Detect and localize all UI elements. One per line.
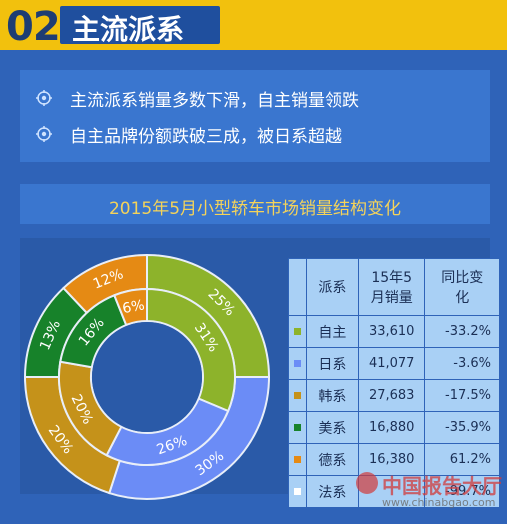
table-header-swatch [288, 258, 307, 316]
inner-slice-0 [146, 287, 236, 413]
row-name: 法系 [305, 475, 360, 508]
legend-swatch [288, 315, 307, 348]
legend-swatch [288, 475, 307, 508]
table-header-row: 派系 15年5月销量 同比变化 [288, 258, 500, 316]
row-sales: 41,077 [357, 347, 426, 380]
legend-swatch [288, 411, 307, 444]
row-name: 日系 [305, 347, 360, 380]
chart-title-box: 2015年5月小型轿车市场销量结构变化 [20, 184, 490, 224]
legend-swatch [288, 347, 307, 380]
table-header-sales: 15年5月销量 [357, 258, 426, 316]
inner-slice-4 [112, 287, 148, 327]
section-title-box [60, 6, 220, 44]
table-row: 日系 41,077 -3.6% [288, 347, 500, 380]
row-change: -17.5% [424, 379, 500, 412]
section-number: 02 [6, 4, 61, 50]
sales-table: 派系 15年5月销量 同比变化 自主 33,610 -33.2% 日系 41,0… [288, 258, 500, 508]
table-header-name: 派系 [305, 258, 360, 316]
table-row: 美系 16,880 -35.9% [288, 411, 500, 444]
chart-title: 2015年5月小型轿车市场销量结构变化 [108, 199, 402, 219]
row-name: 自主 [305, 315, 360, 348]
row-change: -35.9% [424, 411, 500, 444]
donut-hole [92, 322, 202, 432]
watermark-url: www.chinabgao.com [382, 496, 496, 509]
row-change: -99.7% [424, 475, 500, 508]
row-sales: 33,610 [357, 315, 426, 348]
table-row: 自主 33,610 -33.2% [288, 315, 500, 348]
watermark-name: 中国报告大厅 [382, 474, 502, 498]
row-sales: 27,683 [357, 379, 426, 412]
summary-box: 主流派系销量多数下滑，自主销量领跌 自主品牌份额跌破三成，被日系超越 [20, 70, 490, 162]
row-name: 美系 [305, 411, 360, 444]
crosshair-icon [36, 90, 52, 106]
table-row: 韩系 27,683 -17.5% [288, 379, 500, 412]
row-name: 韩系 [305, 379, 360, 412]
row-change: -3.6% [424, 347, 500, 380]
section-title: 主流派系 [72, 13, 185, 46]
watermark-logo-icon [356, 472, 378, 494]
watermark: 中国报告大厅 www.chinabgao.com [356, 470, 506, 524]
row-sales: 16,880 [357, 411, 426, 444]
bullet-text: 主流派系销量多数下滑，自主销量领跌 [70, 91, 359, 111]
inner-label-4: 6% [121, 297, 146, 317]
row-change: 61.2% [424, 443, 500, 476]
table-header-change: 同比变化 [424, 258, 500, 316]
donut-chart: 25%30%20%13%12%31%26%20%16%6% [23, 253, 271, 500]
row-name: 德系 [305, 443, 360, 476]
bullet-text: 自主品牌份额跌破三成，被日系超越 [70, 127, 342, 147]
legend-swatch [288, 443, 307, 476]
crosshair-icon [36, 126, 52, 142]
legend-swatch [288, 379, 307, 412]
row-change: -33.2% [424, 315, 500, 348]
table-row: 法系 -99.7% [288, 475, 500, 508]
